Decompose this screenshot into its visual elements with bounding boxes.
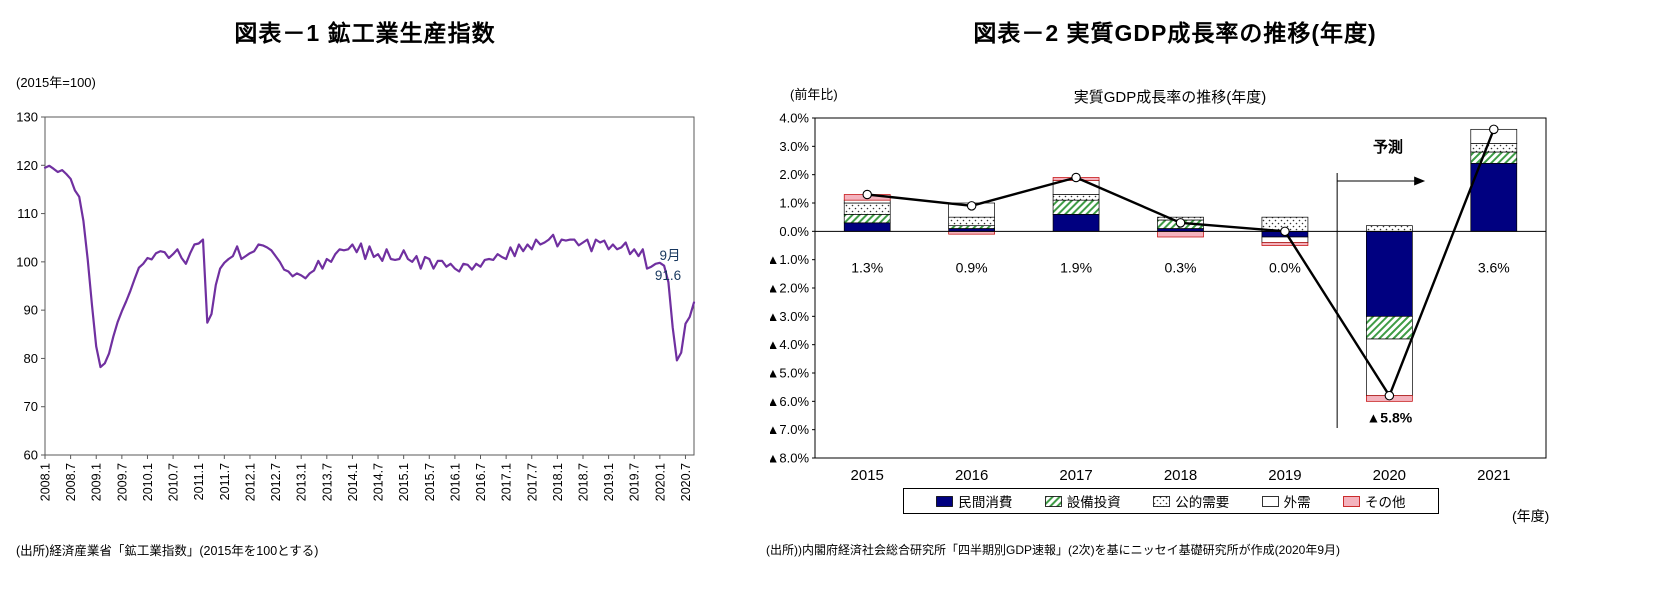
svg-text:70: 70 [24,399,38,414]
svg-text:0.9%: 0.9% [956,259,988,275]
legend-swatch-white-icon [1261,495,1279,507]
svg-text:2012.7: 2012.7 [269,463,283,501]
chart2-legend: 民間消費 設備投資 公的需要 外需 その他 [903,488,1439,514]
svg-text:2019: 2019 [1268,467,1301,484]
svg-text:2019.1: 2019.1 [602,463,616,501]
svg-text:▲5.8%: ▲5.8% [1366,410,1412,426]
svg-text:2020: 2020 [1373,467,1406,484]
svg-text:2010.1: 2010.1 [141,463,155,501]
svg-text:▲5.0%: ▲5.0% [770,366,809,381]
gdp-growth-stacked-bar-chart: 4.0% 3.0% 2.0% 1.0% 0.0% ▲1.0% ▲2.0% ▲3.0% ▲4.0%… [770,111,1547,484]
svg-text:2008.7: 2008.7 [64,463,78,501]
svg-text:2021: 2021 [1477,467,1510,484]
svg-text:▲1.0%: ▲1.0% [770,252,809,267]
svg-text:80: 80 [24,351,38,366]
legend-swatch-hatch-icon [1044,495,1062,507]
legend-label: 民間消費 [958,495,1013,510]
svg-text:0.0%: 0.0% [779,224,809,239]
svg-text:2010.7: 2010.7 [167,463,181,501]
svg-text:2016: 2016 [955,467,988,484]
legend-label: その他 [1365,495,1406,510]
svg-text:2013.1: 2013.1 [295,463,309,501]
svg-text:▲8.0%: ▲8.0% [770,451,809,466]
svg-text:120: 120 [16,158,38,173]
svg-text:100: 100 [16,254,38,269]
svg-text:1.3%: 1.3% [851,259,883,275]
chart1-annotation-month: 9月 [659,248,681,263]
legend-swatch-dots-icon [1153,495,1171,507]
svg-text:110: 110 [17,206,38,221]
svg-text:2018.1: 2018.1 [551,463,565,501]
svg-text:2018: 2018 [1164,467,1197,484]
svg-text:2013.7: 2013.7 [320,463,334,501]
chart1-title: 図表－1 鉱工業生産指数 [234,20,496,46]
svg-text:2009.1: 2009.1 [90,463,104,501]
svg-text:0.3%: 0.3% [1165,259,1197,275]
svg-text:2015: 2015 [851,467,884,484]
svg-text:2019.7: 2019.7 [628,463,642,501]
legend-label: 公的需要 [1175,495,1230,510]
legend-item-external-demand: 外需 [1261,491,1311,511]
svg-text:1.0%: 1.0% [779,196,809,211]
svg-text:2016.7: 2016.7 [474,463,488,501]
chart1-annotation-value: 91.6 [654,268,682,283]
svg-text:2018.7: 2018.7 [576,463,590,501]
chart2-title: 図表－2 実質GDP成長率の推移(年度) [973,20,1377,46]
svg-text:2014.1: 2014.1 [346,463,360,501]
svg-text:2017.7: 2017.7 [525,463,539,501]
chart2-y-axis-unit: (前年比) [790,87,838,102]
legend-label: 設備投資 [1066,495,1121,510]
svg-text:▲7.0%: ▲7.0% [770,422,809,437]
svg-text:2011.7: 2011.7 [218,463,232,500]
svg-text:▲2.0%: ▲2.0% [770,281,809,296]
svg-text:4.0%: 4.0% [779,111,809,126]
svg-text:▲4.0%: ▲4.0% [770,337,809,352]
legend-item-other: その他 [1343,491,1406,511]
svg-text:0.0%: 0.0% [1269,259,1301,275]
legend-label: 外需 [1283,495,1311,510]
svg-text:3.6%: 3.6% [1478,259,1510,275]
chart1-source: (出所)経済産業省「鉱工業指数」(2015年を100とする) [16,544,319,558]
chart2-x-axis-unit: (年度) [1512,508,1550,524]
svg-text:2.0%: 2.0% [779,167,809,182]
svg-text:3.0%: 3.0% [779,139,809,154]
svg-text:1.9%: 1.9% [1060,259,1092,275]
chart2-inner-title: 実質GDP成長率の推移(年度) [1073,89,1267,106]
industrial-production-line-chart: 60 70 80 90 100 110 120 130 2008.1 2008.7 2009.1 20… [16,110,696,501]
chart1-y-axis-unit: (2015年=100) [16,75,96,90]
svg-text:2015.1: 2015.1 [397,463,411,501]
legend-item-public-demand: 公的需要 [1153,491,1229,511]
svg-text:130: 130 [16,110,38,125]
svg-text:2016.1: 2016.1 [448,463,462,501]
svg-text:2015.7: 2015.7 [423,463,437,501]
forecast-label: 予測 [1372,139,1403,156]
svg-text:2009.7: 2009.7 [115,463,129,501]
svg-text:90: 90 [24,303,38,318]
svg-text:60: 60 [24,448,38,463]
svg-text:▲3.0%: ▲3.0% [770,309,809,324]
svg-text:2017.1: 2017.1 [500,463,514,501]
legend-item-private-consumption: 民間消費 [936,491,1012,511]
svg-text:2012.1: 2012.1 [243,463,257,501]
chart2-source: (出所))内閣府経済社会総合研究所「四半期別GDP速報」(2次)を基にニッセイ基… [766,543,1341,557]
svg-text:2014.7: 2014.7 [372,463,386,501]
legend-swatch-navy-icon [936,495,954,507]
legend-item-capex: 設備投資 [1044,491,1121,511]
svg-text:2020.7: 2020.7 [679,463,693,501]
svg-text:2017: 2017 [1059,467,1092,484]
svg-text:2020.1: 2020.1 [653,463,667,501]
svg-text:2011.1: 2011.1 [192,463,206,500]
legend-swatch-pink-icon [1343,495,1360,507]
svg-text:2008.1: 2008.1 [39,463,53,501]
svg-text:▲6.0%: ▲6.0% [770,394,809,409]
